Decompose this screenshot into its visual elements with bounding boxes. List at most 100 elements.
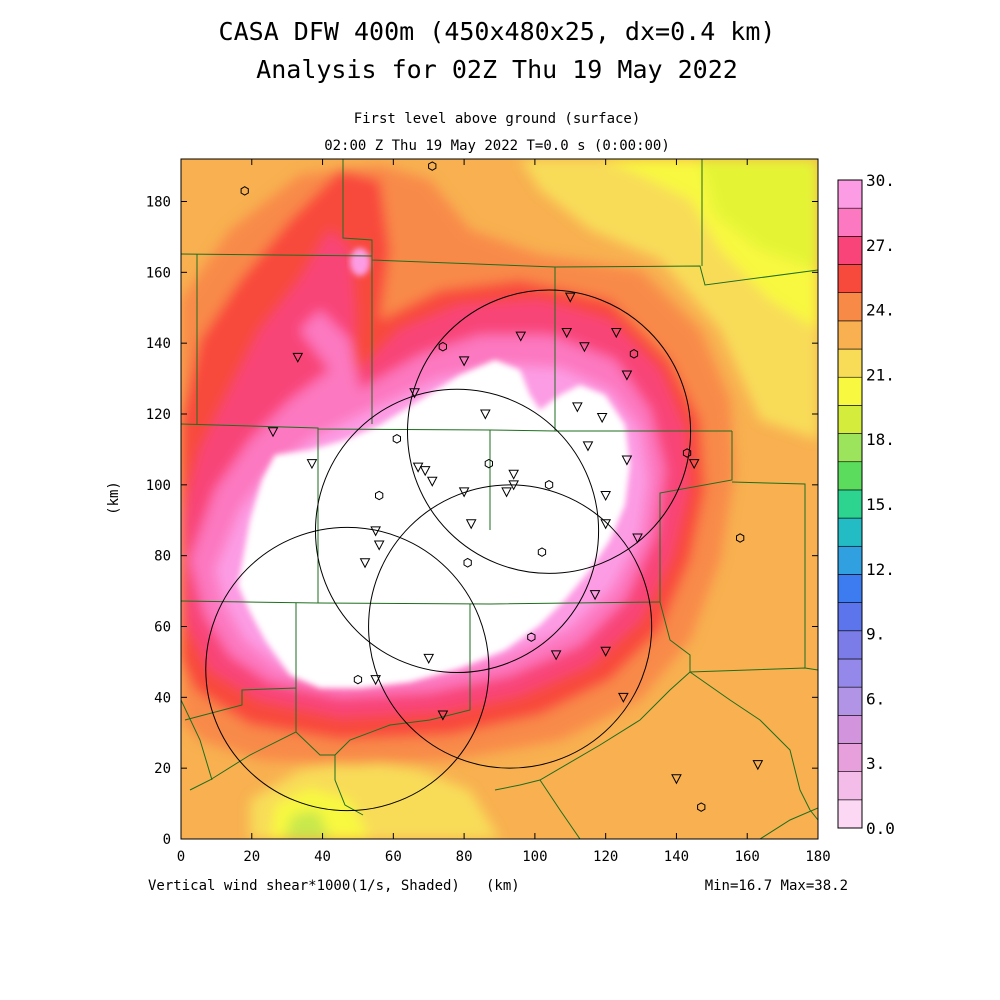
station-circle-marker: [463, 557, 472, 568]
field-lime-ne: [700, 159, 818, 270]
station-triangle-marker: [292, 352, 304, 363]
y-tick-label: 100: [146, 478, 171, 494]
x-tick-label: 60: [385, 849, 402, 865]
chart-valid-time: 02:00 Z Thu 19 May 2022 T=0.0 s (0:00:00…: [324, 138, 670, 154]
station-triangle-marker: [618, 692, 629, 703]
x-tick-label: 40: [314, 849, 331, 865]
x-tick-label: 180: [805, 849, 830, 865]
station-circle-marker: [375, 490, 384, 501]
colorbar-swatch: [837, 686, 863, 716]
radar-2-range-circle: [406, 289, 692, 574]
colorbar-swatch: [837, 658, 863, 688]
field-white-core: [238, 360, 630, 688]
chart-subtitle: First level above ground (surface): [354, 111, 641, 127]
station-circle-marker: [537, 547, 547, 557]
county-line: [659, 431, 733, 602]
x-tick-label: 100: [522, 849, 547, 865]
station-triangle-marker: [572, 402, 583, 413]
y-tick-label: 140: [146, 336, 171, 352]
colorbar-swatch: [837, 348, 863, 378]
station-triangle-marker: [632, 533, 643, 544]
station-triangle-marker: [437, 710, 449, 721]
colorbar-swatch: [837, 320, 863, 350]
station-triangle-marker: [480, 409, 491, 420]
station-triangle-marker: [621, 455, 633, 466]
footer-min-max: Min=16.7 Max=38.2: [705, 878, 848, 894]
station-triangle-marker: [465, 519, 477, 530]
station-triangle-marker: [671, 774, 682, 785]
station-triangle-marker: [752, 760, 764, 771]
x-axis: 0 20 40 60 80 100 120 140 160 180: [177, 159, 831, 865]
station-triangle-marker: [600, 646, 611, 657]
colorbar-swatch: [837, 179, 863, 209]
colorbar-swatch: [837, 405, 863, 434]
station-circle-marker: [353, 674, 363, 685]
station-triangle-marker: [306, 459, 318, 470]
station-circle-marker: [527, 632, 536, 642]
colorbar-swatch: [837, 630, 863, 660]
station-circle-marker: [484, 458, 493, 469]
station-triangle-marker: [426, 476, 438, 487]
radar-4-range-circle: [205, 526, 490, 812]
colorbar-swatch: [837, 461, 863, 491]
colorbar-tick-label: 12.: [866, 560, 895, 579]
station-triangle-marker: [515, 331, 527, 342]
station-circle-marker: [428, 161, 437, 171]
station-triangle-marker: [370, 675, 381, 686]
station-circle-marker: [682, 448, 692, 458]
colorbar-swatch: [837, 433, 863, 463]
colorbar-swatch: [837, 376, 863, 406]
station-triangle-marker: [267, 427, 279, 438]
x-tick-label: 20: [243, 849, 260, 865]
county-line: [494, 671, 691, 791]
footer-field-label: Vertical wind shear*1000(1/s, Shaded): [148, 878, 460, 894]
colorbar-tick-label: 3.: [866, 754, 885, 773]
county-line: [759, 807, 818, 839]
colorbar: 0.0 3. 6. 9. 12. 15. 18. 21. 24. 27. 30.: [837, 171, 895, 838]
station-triangle-marker: [458, 487, 470, 498]
station-triangle-marker: [561, 328, 573, 339]
colorbar-tick-label: 6.: [866, 689, 885, 708]
colorbar-tick-label: 0.0: [866, 819, 895, 838]
county-line: [659, 601, 818, 673]
y-tick-label: 40: [154, 690, 171, 706]
station-triangle-marker: [600, 490, 611, 502]
station-circle-marker: [240, 186, 249, 196]
colorbar-tick-label: 15.: [866, 495, 895, 514]
station-triangle-marker: [579, 342, 590, 353]
colorbar-swatch: [837, 799, 863, 829]
station-triangle-marker: [508, 480, 519, 491]
x-tick-label: 0: [177, 849, 185, 865]
colorbar-swatch: [837, 236, 863, 265]
county-line: [539, 779, 581, 839]
station-circle-marker: [392, 434, 401, 444]
colorbar-swatch: [837, 743, 863, 772]
county-line: [342, 159, 373, 424]
county-line: [181, 423, 732, 432]
colorbar-swatch: [837, 517, 863, 547]
colorbar-swatch: [837, 574, 863, 603]
field-lime-s: [285, 810, 330, 839]
field-pink-spot: [350, 248, 370, 276]
station-triangle-marker: [501, 487, 512, 498]
station-triangle-marker: [688, 459, 700, 470]
colorbar-tick-label: 27.: [866, 236, 895, 255]
shear-field: [181, 159, 818, 839]
county-line: [295, 731, 335, 756]
y-tick-label: 160: [146, 265, 171, 281]
x-tick-label: 160: [735, 849, 760, 865]
colorbar-tick-label: 24.: [866, 301, 895, 320]
station-triangle-marker: [423, 653, 435, 664]
station-triangle-marker: [600, 519, 611, 530]
station-triangle-marker: [582, 441, 594, 452]
station-triangle-marker: [508, 469, 519, 480]
y-tick-label: 180: [146, 195, 171, 211]
station-markers: [240, 161, 764, 812]
station-triangle-marker: [610, 328, 622, 339]
county-line: [184, 603, 297, 721]
station-triangle-marker: [564, 292, 576, 303]
station-triangle-marker: [412, 462, 424, 473]
station-triangle-marker: [550, 650, 562, 661]
station-triangle-marker: [359, 558, 371, 569]
